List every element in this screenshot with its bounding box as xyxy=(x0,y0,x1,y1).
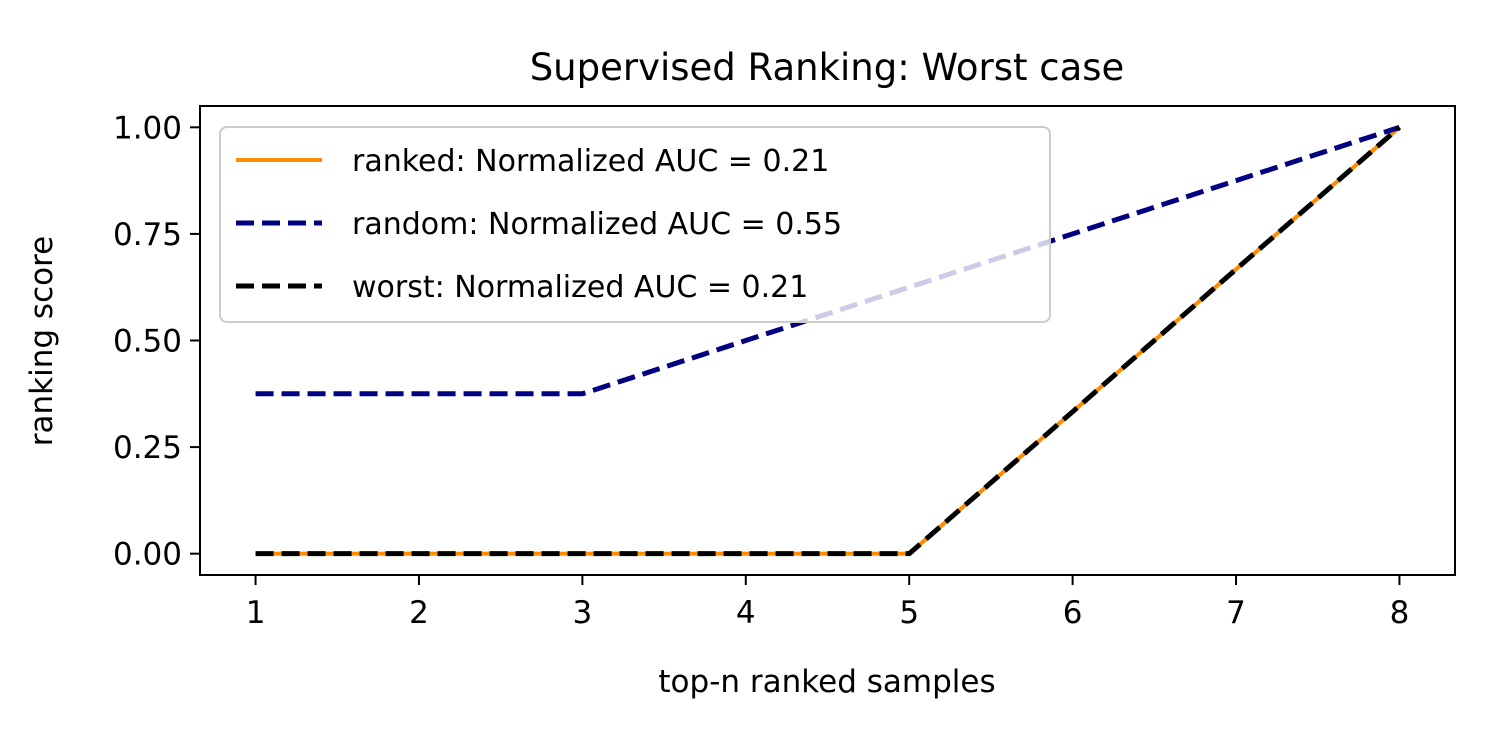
y-axis-ticks: 0.00 0.25 0.50 0.75 1.00 xyxy=(113,110,200,573)
legend-label-0: ranked: Normalized AUC = 0.21 xyxy=(352,144,829,179)
legend: ranked: Normalized AUC = 0.21 random: Nor… xyxy=(219,126,1051,323)
x-tick-label: 3 xyxy=(573,595,593,631)
y-tick-label: 0.50 xyxy=(113,324,182,360)
x-tick-label: 5 xyxy=(899,595,919,631)
y-axis-label: ranking score xyxy=(24,236,60,446)
x-tick-label: 7 xyxy=(1226,595,1246,631)
y-tick-label: 0.25 xyxy=(113,430,182,466)
legend-label-1: random: Normalized AUC = 0.55 xyxy=(352,207,842,242)
x-tick-label: 2 xyxy=(409,595,429,631)
x-axis-label: top-n ranked samples xyxy=(658,664,995,700)
x-axis-ticks: 1 2 3 4 5 6 7 8 xyxy=(246,575,1410,631)
chart-title: Supervised Ranking: Worst case xyxy=(530,46,1125,89)
x-tick-label: 6 xyxy=(1063,595,1083,631)
x-tick-label: 1 xyxy=(246,595,266,631)
x-tick-label: 4 xyxy=(736,595,756,631)
x-tick-label: 8 xyxy=(1390,595,1410,631)
y-tick-label: 1.00 xyxy=(113,110,182,146)
legend-label-2: worst: Normalized AUC = 0.21 xyxy=(352,270,808,305)
y-tick-label: 0.00 xyxy=(113,537,182,573)
y-tick-label: 0.75 xyxy=(113,217,182,253)
series-line-dashed-2 xyxy=(255,125,1402,557)
legend-box xyxy=(219,126,1051,323)
